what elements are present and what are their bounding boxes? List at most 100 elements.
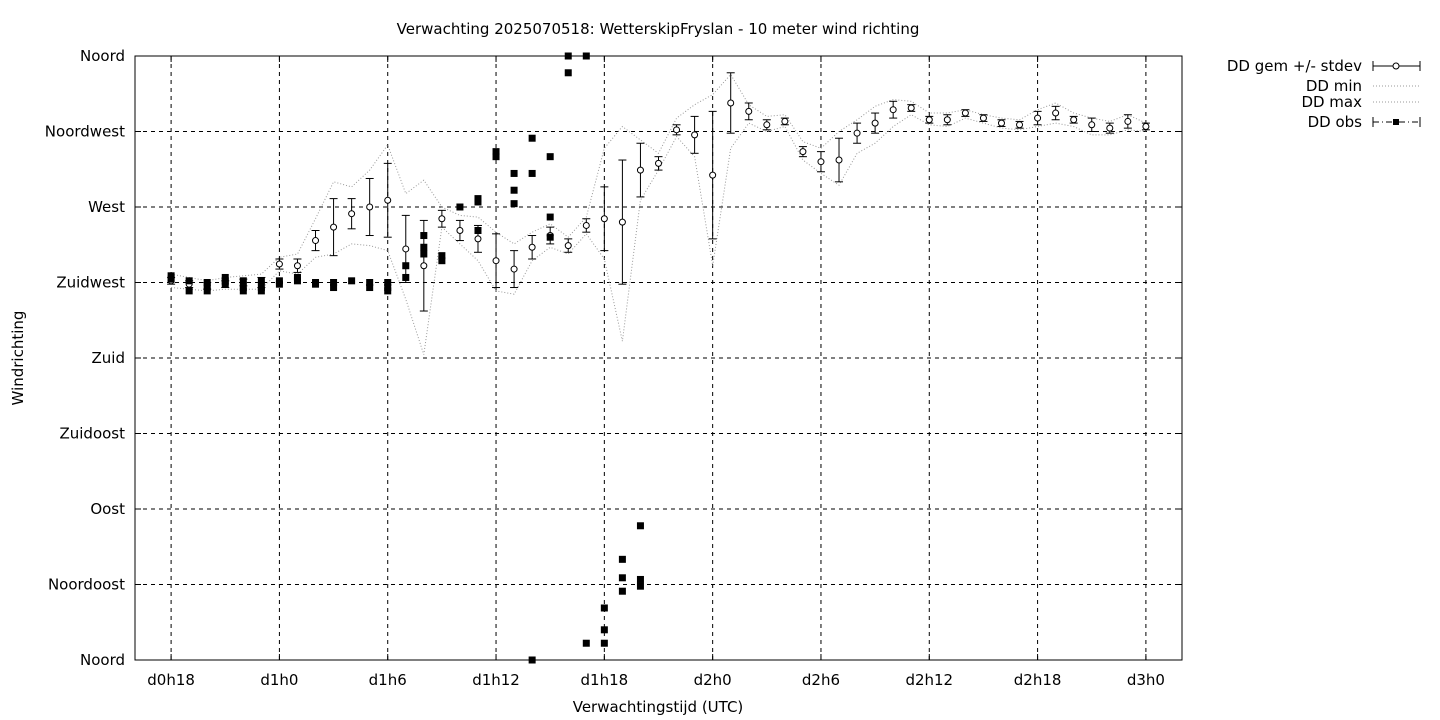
dd-gem-point — [1088, 121, 1096, 129]
dd-obs-point — [330, 284, 338, 292]
y-tick-label: West — [88, 198, 125, 216]
dd-obs-point — [348, 277, 356, 285]
dd-obs-point — [167, 275, 175, 283]
dd-min-line — [171, 114, 1146, 355]
dd-gem-point — [528, 243, 536, 251]
legend-symbol-dd-gem — [1372, 61, 1421, 71]
dd-obs-point — [402, 273, 410, 281]
dd-obs-point — [474, 198, 482, 206]
dd-gem-point — [1124, 117, 1132, 125]
dd-gem-point — [330, 223, 338, 231]
dd-gem-point — [366, 203, 374, 211]
dd-obs-point — [528, 134, 536, 142]
dd-gem-point — [817, 158, 825, 166]
dd-obs-point — [492, 148, 500, 156]
legend-label-dd-gem: DD gem +/- stdev — [1227, 57, 1362, 75]
legend-label-dd-min: DD min — [1306, 77, 1362, 95]
grid-lines — [135, 56, 1182, 660]
dd-obs-point — [600, 626, 608, 634]
dd-obs-point — [257, 287, 265, 295]
dd-gem-point — [655, 159, 662, 167]
dd-obs-point — [636, 522, 644, 530]
dd-gem-point — [907, 104, 915, 112]
x-tick-label: d3h0 — [1127, 671, 1165, 689]
y-tick-label: Noordwest — [45, 123, 125, 141]
dd-gem-point — [1052, 109, 1060, 117]
dd-obs-point — [582, 639, 590, 647]
dd-gem-point — [871, 119, 879, 127]
series-dd-min — [171, 114, 1146, 355]
dd-obs-point — [474, 226, 482, 234]
dd-gem-point — [727, 99, 735, 107]
dd-obs-point — [510, 169, 518, 177]
dd-gem-point — [691, 131, 699, 139]
dd-gem-point — [492, 257, 500, 265]
x-tick-label: d2h12 — [905, 671, 953, 689]
dd-obs-point — [546, 153, 554, 161]
dd-obs-point — [203, 282, 211, 290]
dd-obs-point — [546, 213, 554, 221]
dd-obs-point — [618, 587, 626, 595]
dd-obs-point — [330, 279, 338, 286]
x-axis-ticks: d0h18 d1h0 d1h6 d1h12 d1h18 d2h0 d2h6 d2h12 d2h1… — [147, 56, 1165, 689]
y-tick-label: Zuidwest — [56, 274, 125, 292]
dd-gem-point — [1034, 114, 1042, 122]
dd-gem-point — [799, 148, 807, 156]
x-tick-label: d2h0 — [694, 671, 732, 689]
x-tick-label: d1h12 — [472, 671, 520, 689]
dd-obs-point — [600, 639, 608, 647]
dd-obs-point — [185, 277, 193, 285]
dd-gem-point — [1070, 116, 1078, 124]
legend-label-dd-obs: DD obs — [1308, 113, 1363, 131]
dd-obs-point — [366, 284, 374, 292]
dd-gem-point — [673, 126, 681, 134]
dd-obs-point — [239, 277, 247, 285]
plot-frame — [134, 55, 1183, 661]
dd-max-line — [171, 73, 1147, 282]
dd-gem-point — [853, 129, 861, 137]
dd-gem-point — [420, 262, 428, 270]
y-tick-label: Noordoost — [48, 576, 125, 594]
dd-gem-point — [564, 242, 572, 250]
dd-obs-point — [636, 582, 644, 590]
dd-gem-point — [636, 166, 644, 174]
dd-obs-point — [438, 252, 446, 260]
y-axis-label: Windrichting — [9, 311, 27, 406]
dd-gem-point — [745, 107, 753, 115]
y-tick-label: Noord — [80, 651, 125, 669]
dd-obs-point — [420, 243, 428, 251]
x-tick-label: d1h6 — [369, 671, 407, 689]
dd-gem-point — [474, 235, 482, 243]
dd-obs-point — [185, 287, 193, 295]
dd-obs-point — [275, 280, 283, 288]
dd-obs-point — [203, 287, 211, 295]
x-axis-label: Verwachtingstijd (UTC) — [573, 698, 744, 716]
dd-obs-point — [546, 233, 554, 241]
dd-gem-point — [275, 260, 283, 268]
dd-gem-point — [943, 116, 951, 124]
dd-gem-point — [1016, 121, 1024, 129]
dd-obs-point — [528, 169, 536, 177]
dd-gem-point — [456, 226, 464, 234]
legend: DD gem +/- stdev DD min DD max DD obs — [1227, 57, 1421, 131]
dd-obs-point — [492, 153, 500, 161]
dd-obs-point — [510, 200, 518, 208]
x-tick-label: d0h18 — [147, 671, 195, 689]
dd-obs-point — [618, 574, 626, 582]
dd-gem-point — [600, 215, 608, 223]
y-tick-label: Zuidoost — [59, 425, 125, 443]
y-tick-label: Oost — [90, 500, 125, 518]
dd-gem-point — [618, 218, 626, 226]
dd-obs-point — [456, 203, 464, 211]
series-dd-obs — [167, 52, 644, 664]
dd-obs-point — [293, 277, 301, 285]
dd-obs-point — [600, 604, 608, 612]
dd-gem-point — [709, 171, 717, 179]
dd-obs-point — [402, 262, 410, 270]
dd-gem-point — [1106, 124, 1114, 132]
y-tick-label: Zuid — [92, 349, 125, 367]
dd-obs-point — [239, 287, 247, 295]
dd-gem-point — [438, 215, 446, 223]
dd-obs-point — [510, 186, 518, 194]
dd-gem-point — [384, 196, 392, 204]
